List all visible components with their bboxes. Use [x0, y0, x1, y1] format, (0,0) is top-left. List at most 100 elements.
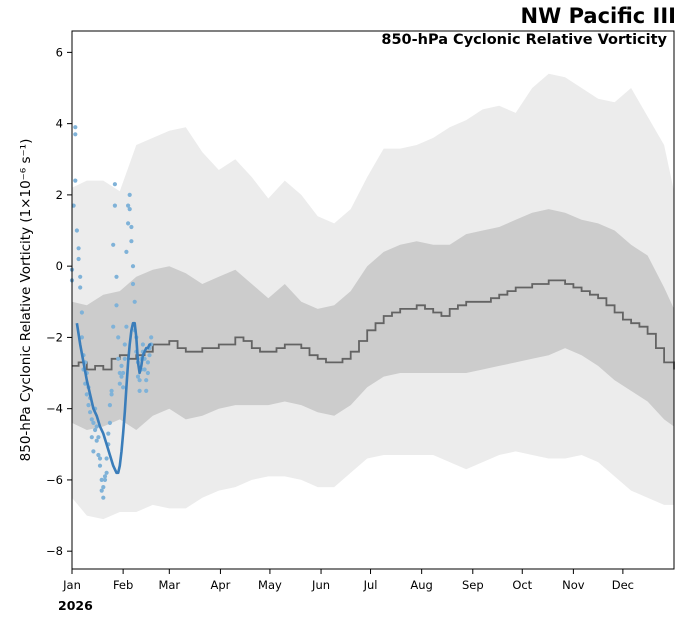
observed-point — [126, 203, 131, 208]
x-tick-label: Apr — [210, 578, 230, 592]
x-tick-label: Mar — [158, 578, 180, 592]
observed-point — [73, 125, 78, 130]
observed-point — [76, 246, 81, 251]
observed-point — [101, 495, 106, 500]
observed-point — [111, 242, 116, 247]
observed-point — [94, 424, 99, 429]
observed-point — [73, 178, 78, 183]
observed-point — [88, 410, 93, 415]
observed-point — [104, 470, 109, 475]
observed-point — [127, 192, 132, 197]
observed-point — [144, 388, 149, 393]
observed-point — [129, 239, 134, 244]
observed-point — [117, 381, 122, 386]
observed-point — [86, 403, 91, 408]
observed-point — [101, 485, 106, 490]
observed-point — [76, 256, 81, 262]
observed-point — [147, 353, 152, 358]
observed-point — [107, 403, 112, 408]
observed-point — [97, 456, 103, 461]
year-label: 2026 — [58, 598, 93, 613]
x-tick-label: Oct — [512, 578, 532, 592]
x-tick-label: Nov — [562, 578, 585, 592]
observed-point — [122, 342, 127, 347]
observed-point — [137, 378, 142, 383]
y-tick-label: −2 — [46, 330, 63, 344]
observed-point — [116, 356, 121, 361]
observed-point — [73, 132, 78, 137]
observed-point — [74, 228, 79, 233]
observed-series — [69, 125, 154, 500]
observed-point — [124, 324, 129, 329]
observed-point — [94, 438, 99, 443]
observed-point — [102, 474, 108, 479]
y-tick-label: −6 — [46, 473, 63, 487]
observed-point — [117, 370, 122, 376]
observed-point — [78, 285, 83, 290]
observed-point — [142, 367, 147, 372]
percentile-bands — [72, 73, 674, 520]
observed-point — [112, 182, 117, 187]
observed-point — [135, 374, 141, 379]
observed-point — [78, 274, 83, 279]
observed-point — [89, 417, 94, 422]
observed-point — [84, 392, 89, 397]
observed-point — [119, 363, 124, 368]
x-tick-label: Sep — [462, 578, 484, 592]
observed-point — [112, 203, 117, 208]
x-axis: Jan Feb Mar Apr May Jun Jul Aug Sep Oct Nov Dec — [62, 569, 634, 592]
x-tick-label: Jul — [363, 578, 378, 592]
observed-point — [111, 324, 116, 329]
climatology-median-line — [72, 279, 675, 371]
x-tick-label: May — [258, 578, 282, 592]
observed-point — [114, 303, 119, 308]
y-tick-label: 2 — [56, 188, 63, 202]
observed-point — [109, 388, 114, 393]
observed-point — [119, 374, 124, 379]
chart-subtitle: 850-hPa Cyclonic Relative Vorticity — [381, 32, 667, 48]
observed-point — [99, 488, 104, 493]
observed-point — [116, 335, 121, 340]
observed-point — [130, 281, 136, 287]
observed-point — [127, 207, 132, 212]
observed-point — [121, 385, 126, 390]
chart-title: NW Pacific III — [520, 4, 676, 28]
x-tick-label: Jun — [311, 578, 330, 592]
observed-point — [140, 342, 145, 347]
observed-point — [107, 420, 112, 425]
observed-point — [93, 427, 98, 433]
observed-point — [102, 477, 108, 482]
plot-frame — [71, 30, 675, 570]
observed-point — [129, 224, 134, 230]
observed-point — [79, 310, 84, 315]
observed-point — [99, 477, 104, 482]
observed-point — [96, 435, 101, 440]
y-tick-label: 6 — [56, 45, 63, 59]
observed-point — [89, 435, 94, 440]
observed-point — [137, 388, 142, 393]
observed-point — [114, 274, 119, 279]
observed-point — [132, 299, 137, 304]
climatology-line — [72, 279, 675, 371]
y-axis: −8 −6 −4 −2 0 2 4 6 — [46, 45, 72, 558]
y-tick-label: −4 — [46, 402, 63, 416]
y-axis-label: 850-hPa Cyclonic Relative Vorticity (1×1… — [18, 138, 34, 462]
observed-point — [145, 360, 150, 365]
observed-point — [149, 335, 154, 340]
y-tick-label: −8 — [46, 544, 63, 558]
observed-point — [121, 370, 126, 376]
inner-band — [72, 209, 674, 430]
observed-point — [104, 456, 109, 461]
observed-point — [144, 378, 149, 383]
observed-point — [97, 463, 103, 468]
x-tick-label: Feb — [113, 578, 133, 592]
x-tick-label: Dec — [612, 578, 634, 592]
observed-point — [130, 264, 136, 269]
observed-point — [71, 203, 76, 208]
observed-smoothed-line — [75, 321, 152, 475]
observed-point — [126, 221, 131, 226]
y-tick-label: 4 — [56, 117, 63, 131]
observed-point — [124, 249, 129, 254]
x-tick-label: Aug — [410, 578, 432, 592]
